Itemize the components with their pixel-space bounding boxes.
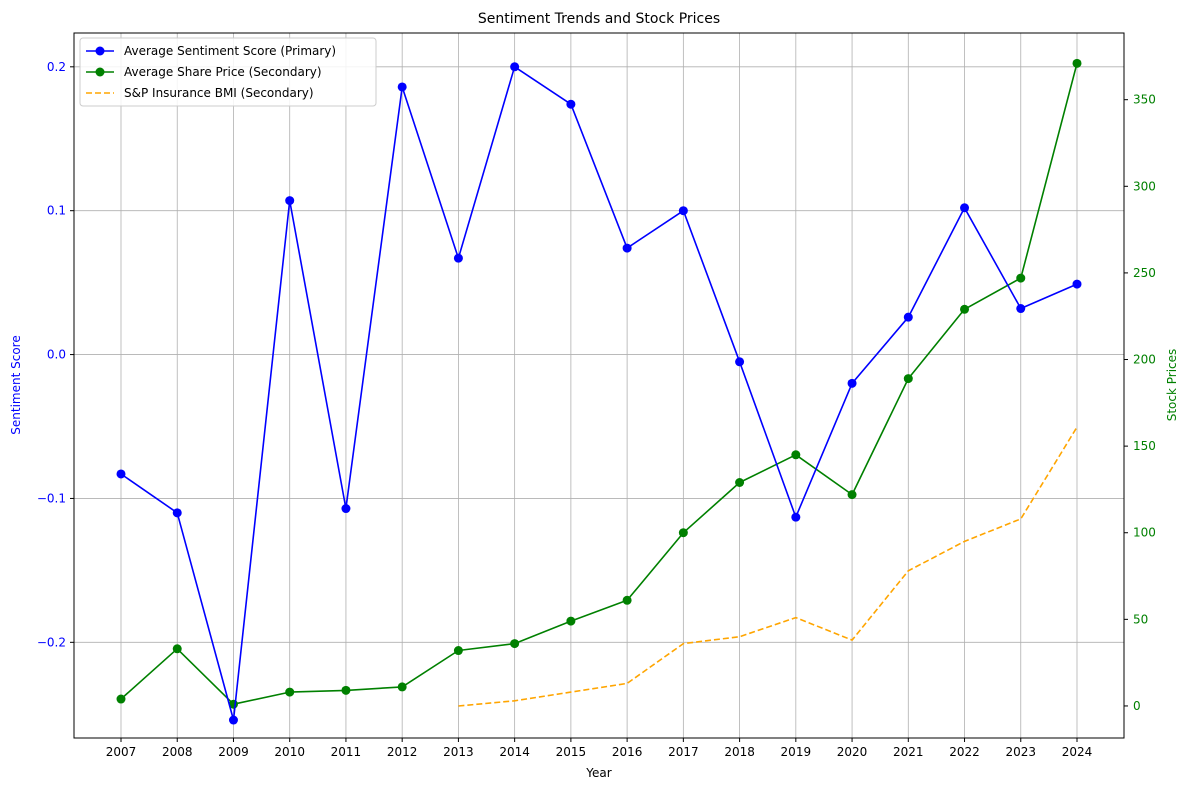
legend-label: S&P Insurance BMI (Secondary) (124, 86, 314, 100)
series-line (120, 63, 1078, 706)
y-right-tick-label: 350 (1133, 93, 1156, 107)
data-point (453, 253, 463, 263)
legend-item: Average Sentiment Score (Primary) (86, 44, 336, 58)
series-layer (116, 58, 1082, 725)
x-tick-label: 2007 (106, 745, 137, 759)
legend-item: S&P Insurance BMI (Secondary) (86, 86, 314, 100)
y-left-tick-label: 0.1 (47, 204, 66, 218)
data-point (903, 312, 913, 322)
x-axis-label: Year (585, 766, 611, 780)
x-tick-label: 2016 (612, 745, 643, 759)
data-point (791, 450, 801, 460)
legend-item: Average Share Price (Secondary) (86, 65, 322, 79)
series-line (458, 426, 1078, 707)
data-point (735, 357, 745, 367)
x-tick-label: 2017 (668, 745, 699, 759)
x-tick-label: 2020 (837, 745, 868, 759)
data-point (791, 512, 801, 522)
y-right-tick-label: 150 (1133, 439, 1156, 453)
data-point (397, 82, 407, 92)
y-right-tick-label: 200 (1133, 353, 1156, 367)
data-point (960, 203, 970, 213)
data-point (678, 206, 688, 216)
data-point (622, 243, 632, 253)
y-left-tick-label: 0.0 (47, 348, 66, 362)
x-tick-label: 2012 (387, 745, 418, 759)
data-point (1016, 273, 1026, 283)
data-point (285, 687, 295, 697)
x-tick-label: 2009 (218, 745, 249, 759)
data-point (903, 374, 913, 384)
legend-swatch-marker (95, 46, 105, 56)
x-tick-label: 2013 (443, 745, 474, 759)
x-tick-label: 2021 (893, 745, 924, 759)
y-right-tick-label: 50 (1133, 612, 1148, 626)
data-point (566, 616, 576, 626)
data-point (510, 62, 520, 72)
x-tick-label: 2015 (556, 745, 587, 759)
x-tick-label: 2022 (949, 745, 980, 759)
x-tick-label: 2023 (1005, 745, 1036, 759)
data-point (228, 715, 238, 725)
data-point (285, 196, 295, 206)
series-0 (116, 62, 1082, 725)
x-tick-label: 2011 (331, 745, 362, 759)
data-point (172, 644, 182, 654)
legend-swatch-marker (95, 67, 105, 77)
chart-title: Sentiment Trends and Stock Prices (478, 11, 720, 27)
y-right-tick-label: 0 (1133, 699, 1141, 713)
legend-box (79, 37, 377, 107)
data-point (341, 685, 351, 695)
x-tick-label: 2018 (724, 745, 755, 759)
y-axis-left-label: Sentiment Score (9, 335, 23, 434)
data-point (735, 478, 745, 488)
data-point (960, 304, 970, 314)
legend-label: Average Sentiment Score (Primary) (124, 44, 336, 58)
axes: 2007 2008 2009 2010 2011 2012 2013 2014 2015 2016… (37, 60, 1156, 759)
data-point (847, 490, 857, 500)
x-tick-label: 2014 (499, 745, 530, 759)
x-tick-label: 2010 (274, 745, 305, 759)
data-point (453, 646, 463, 656)
data-point (172, 508, 182, 518)
data-point (1016, 304, 1026, 314)
data-point (622, 595, 632, 605)
legend: Average Sentiment Score (Primary) Average… (79, 37, 377, 107)
x-tick-label: 2019 (781, 745, 812, 759)
data-point (341, 504, 351, 514)
y-left-tick-label: −0.1 (37, 491, 66, 505)
plot-frame (73, 32, 1125, 739)
y-axis-right-label: Stock Prices (1165, 349, 1179, 422)
series-1 (116, 58, 1082, 709)
data-point (1072, 279, 1082, 289)
legend-label: Average Share Price (Secondary) (124, 65, 322, 79)
data-point (116, 469, 126, 479)
y-right-tick-label: 250 (1133, 266, 1156, 280)
data-point (566, 99, 576, 109)
data-point (510, 639, 520, 649)
y-right-tick-label: 100 (1133, 526, 1156, 540)
y-left-tick-label: −0.2 (37, 635, 66, 649)
y-left-tick-label: 0.2 (47, 60, 66, 74)
y-right-tick-label: 300 (1133, 179, 1156, 193)
data-point (397, 682, 407, 692)
x-tick-label: 2008 (162, 745, 193, 759)
x-tick-label: 2024 (1062, 745, 1093, 759)
data-point (847, 378, 857, 388)
series-2 (458, 426, 1078, 707)
series-line (120, 66, 1078, 721)
data-point (1072, 58, 1082, 68)
data-point (116, 694, 126, 704)
data-point (678, 528, 688, 538)
